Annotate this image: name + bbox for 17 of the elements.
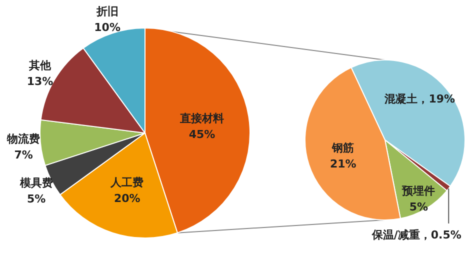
slice-label: 保温/减重，0.5% (370, 228, 462, 242)
slice-label: 折旧 (95, 4, 118, 18)
slice-label: 物流费 (6, 132, 40, 146)
slice-label: 预埋件 (401, 184, 436, 198)
slice-label: 钢筋 (331, 142, 354, 155)
data-label: 7% (14, 148, 33, 162)
data-label: 5% (409, 200, 428, 214)
data-label: 20% (114, 192, 140, 205)
slice-label: 模具费 (18, 176, 53, 190)
data-label: 45% (188, 128, 216, 141)
data-label: 5% (26, 192, 46, 206)
slice-label: 其他 (28, 58, 52, 72)
slice-label: 人工费 (110, 176, 144, 189)
slice-label: 直接材料 (179, 112, 224, 125)
data-label: 13% (26, 74, 54, 88)
data-label: 10% (94, 20, 120, 34)
data-label: 21% (330, 158, 356, 171)
